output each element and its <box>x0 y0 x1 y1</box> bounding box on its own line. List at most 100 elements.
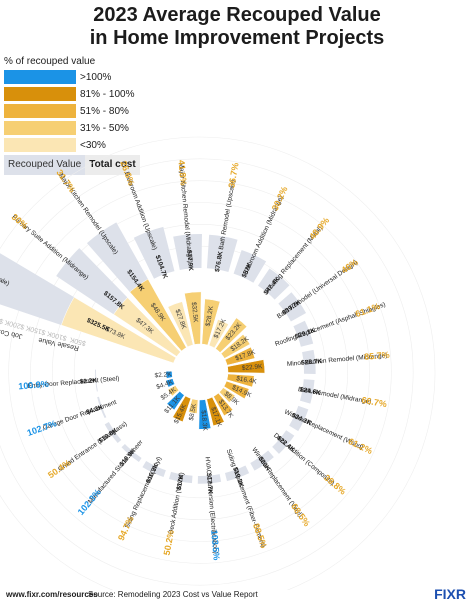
axis-tick-label: $50K <box>69 335 87 346</box>
recouped-bar <box>213 392 234 417</box>
roi-label: 30.2% <box>270 185 290 212</box>
radial-bar-chart: $50K$100K$150K$200K$250K$300K$73.8K$325.… <box>0 136 436 590</box>
legend-item: 31% - 50% <box>4 121 142 135</box>
axis-ring <box>8 180 392 564</box>
legend-label: <30% <box>80 139 106 151</box>
cost-bar <box>142 460 166 477</box>
axis-ring <box>0 158 414 586</box>
project-name: Deck Addition (Wood) <box>168 472 186 535</box>
axis-ring <box>30 202 370 542</box>
roi-label: 41.8% <box>176 160 188 186</box>
roi-label: 103.5% <box>209 529 222 560</box>
roi-label: 48.9% <box>307 215 331 241</box>
roi-label: 61.1% <box>354 301 381 319</box>
axis-tick-label: $250K <box>0 312 4 324</box>
cost-bar <box>56 248 128 315</box>
legend-swatch <box>4 104 76 118</box>
roi-label: 61.2% <box>347 436 374 456</box>
cost-label: $24.6K <box>299 386 321 397</box>
cost-label: $17.7K <box>205 473 214 495</box>
cost-bar <box>299 379 315 404</box>
recouped-bar <box>61 296 177 364</box>
legend-swatch <box>4 121 76 135</box>
legend-swatch <box>4 138 76 152</box>
legend-rows: >100% 81% - 100% 51% - 80% 31% - 50% <30% <box>4 70 142 152</box>
cost-bar <box>224 465 250 482</box>
roi-label: 88.5% <box>251 522 269 549</box>
cost-bar <box>121 443 142 462</box>
recouped-bar <box>219 387 236 403</box>
footer-source: Source: Remodeling 2023 Cost vs Value Re… <box>88 590 258 599</box>
resale-label: $18.3K <box>200 410 209 432</box>
axis-ring <box>52 224 348 520</box>
roi-label: 94.7% <box>116 515 136 542</box>
recouped-bar <box>220 334 251 359</box>
recouped-bar <box>198 399 212 430</box>
roi-label: 46% <box>339 257 359 276</box>
roi-label: 50.4% <box>46 457 73 480</box>
footer: www.fixr.com/resources Source: Remodelin… <box>0 586 474 605</box>
roi-label: 26.6% <box>118 159 136 186</box>
roi-label: 85.7% <box>364 350 390 362</box>
chart-title: 2023 Average Recouped Value in Home Impro… <box>89 4 385 49</box>
roi-label: 100.9% <box>18 379 49 391</box>
cost-label: $26.7K <box>301 358 323 367</box>
legend-label: 81% - 100% <box>80 88 135 100</box>
recouped-bar <box>129 278 187 352</box>
cost-bar <box>250 450 274 471</box>
legend-item: <30% <box>4 138 142 152</box>
cost-bar <box>173 233 202 270</box>
legend-item: 51% - 80% <box>4 104 142 118</box>
cost-bar <box>293 320 314 347</box>
cost-bar <box>206 234 238 272</box>
cost-label: $77.9K <box>185 250 194 272</box>
legend-swatch <box>4 70 76 84</box>
cost-label: $2.2K <box>79 377 97 385</box>
recouped-bar <box>113 297 181 357</box>
axis-tick-label: $200K <box>4 318 26 330</box>
fixr-logo: FIXR <box>434 586 466 602</box>
cost-label: $17K <box>176 474 186 491</box>
cost-bar <box>302 349 316 374</box>
legend-swatch <box>4 87 76 101</box>
recouped-bar <box>166 391 185 411</box>
legend-label: 31% - 50% <box>80 122 129 134</box>
roi-label: 36.7% <box>226 162 240 189</box>
legend-item: >100% <box>4 70 142 84</box>
axis-ring <box>0 136 436 590</box>
cost-bar <box>257 268 290 300</box>
cost-bar <box>278 292 307 322</box>
recouped-bar <box>227 359 265 374</box>
resale-label: $22.9K <box>242 363 264 372</box>
roi-label: 102.7% <box>26 418 58 438</box>
recouped-bar <box>172 395 192 423</box>
cost-bar <box>104 422 122 444</box>
recouped-bar <box>165 370 173 379</box>
cost-label: $76.8K <box>214 250 225 272</box>
recouped-bar <box>224 346 256 366</box>
roi-label: 50.2% <box>162 529 176 556</box>
axis-tick-label: $150K <box>25 324 47 336</box>
cost-bar <box>233 250 267 283</box>
footer-site[interactable]: www.fixr.com/resources <box>6 590 98 599</box>
resale-label: $28.2K <box>205 305 216 327</box>
cost-bar <box>168 471 193 484</box>
recouped-bar <box>223 380 250 400</box>
legend-label: >100% <box>80 71 112 83</box>
legend-key-recouped: Recouped Value <box>4 155 86 175</box>
legend-label: 51% - 80% <box>80 105 129 117</box>
cost-bar <box>197 474 222 484</box>
cost-bar <box>97 396 107 419</box>
roi-label: 31.7% <box>54 168 77 195</box>
resale-label: $2.2K <box>154 371 172 379</box>
resale-label: $8.5K <box>188 403 198 422</box>
resale-label: $16.4K <box>236 375 258 386</box>
recouped-bar <box>167 385 180 397</box>
recouped-bar <box>215 317 248 353</box>
resale-label: $32.5K <box>190 302 199 324</box>
recouped-bar <box>201 298 221 346</box>
legend: % of recouped value >100% 81% - 100% 51% -… <box>4 56 142 175</box>
cost-bar <box>289 405 309 432</box>
recouped-bar <box>226 373 255 388</box>
legend-title: % of recouped value <box>4 56 96 67</box>
